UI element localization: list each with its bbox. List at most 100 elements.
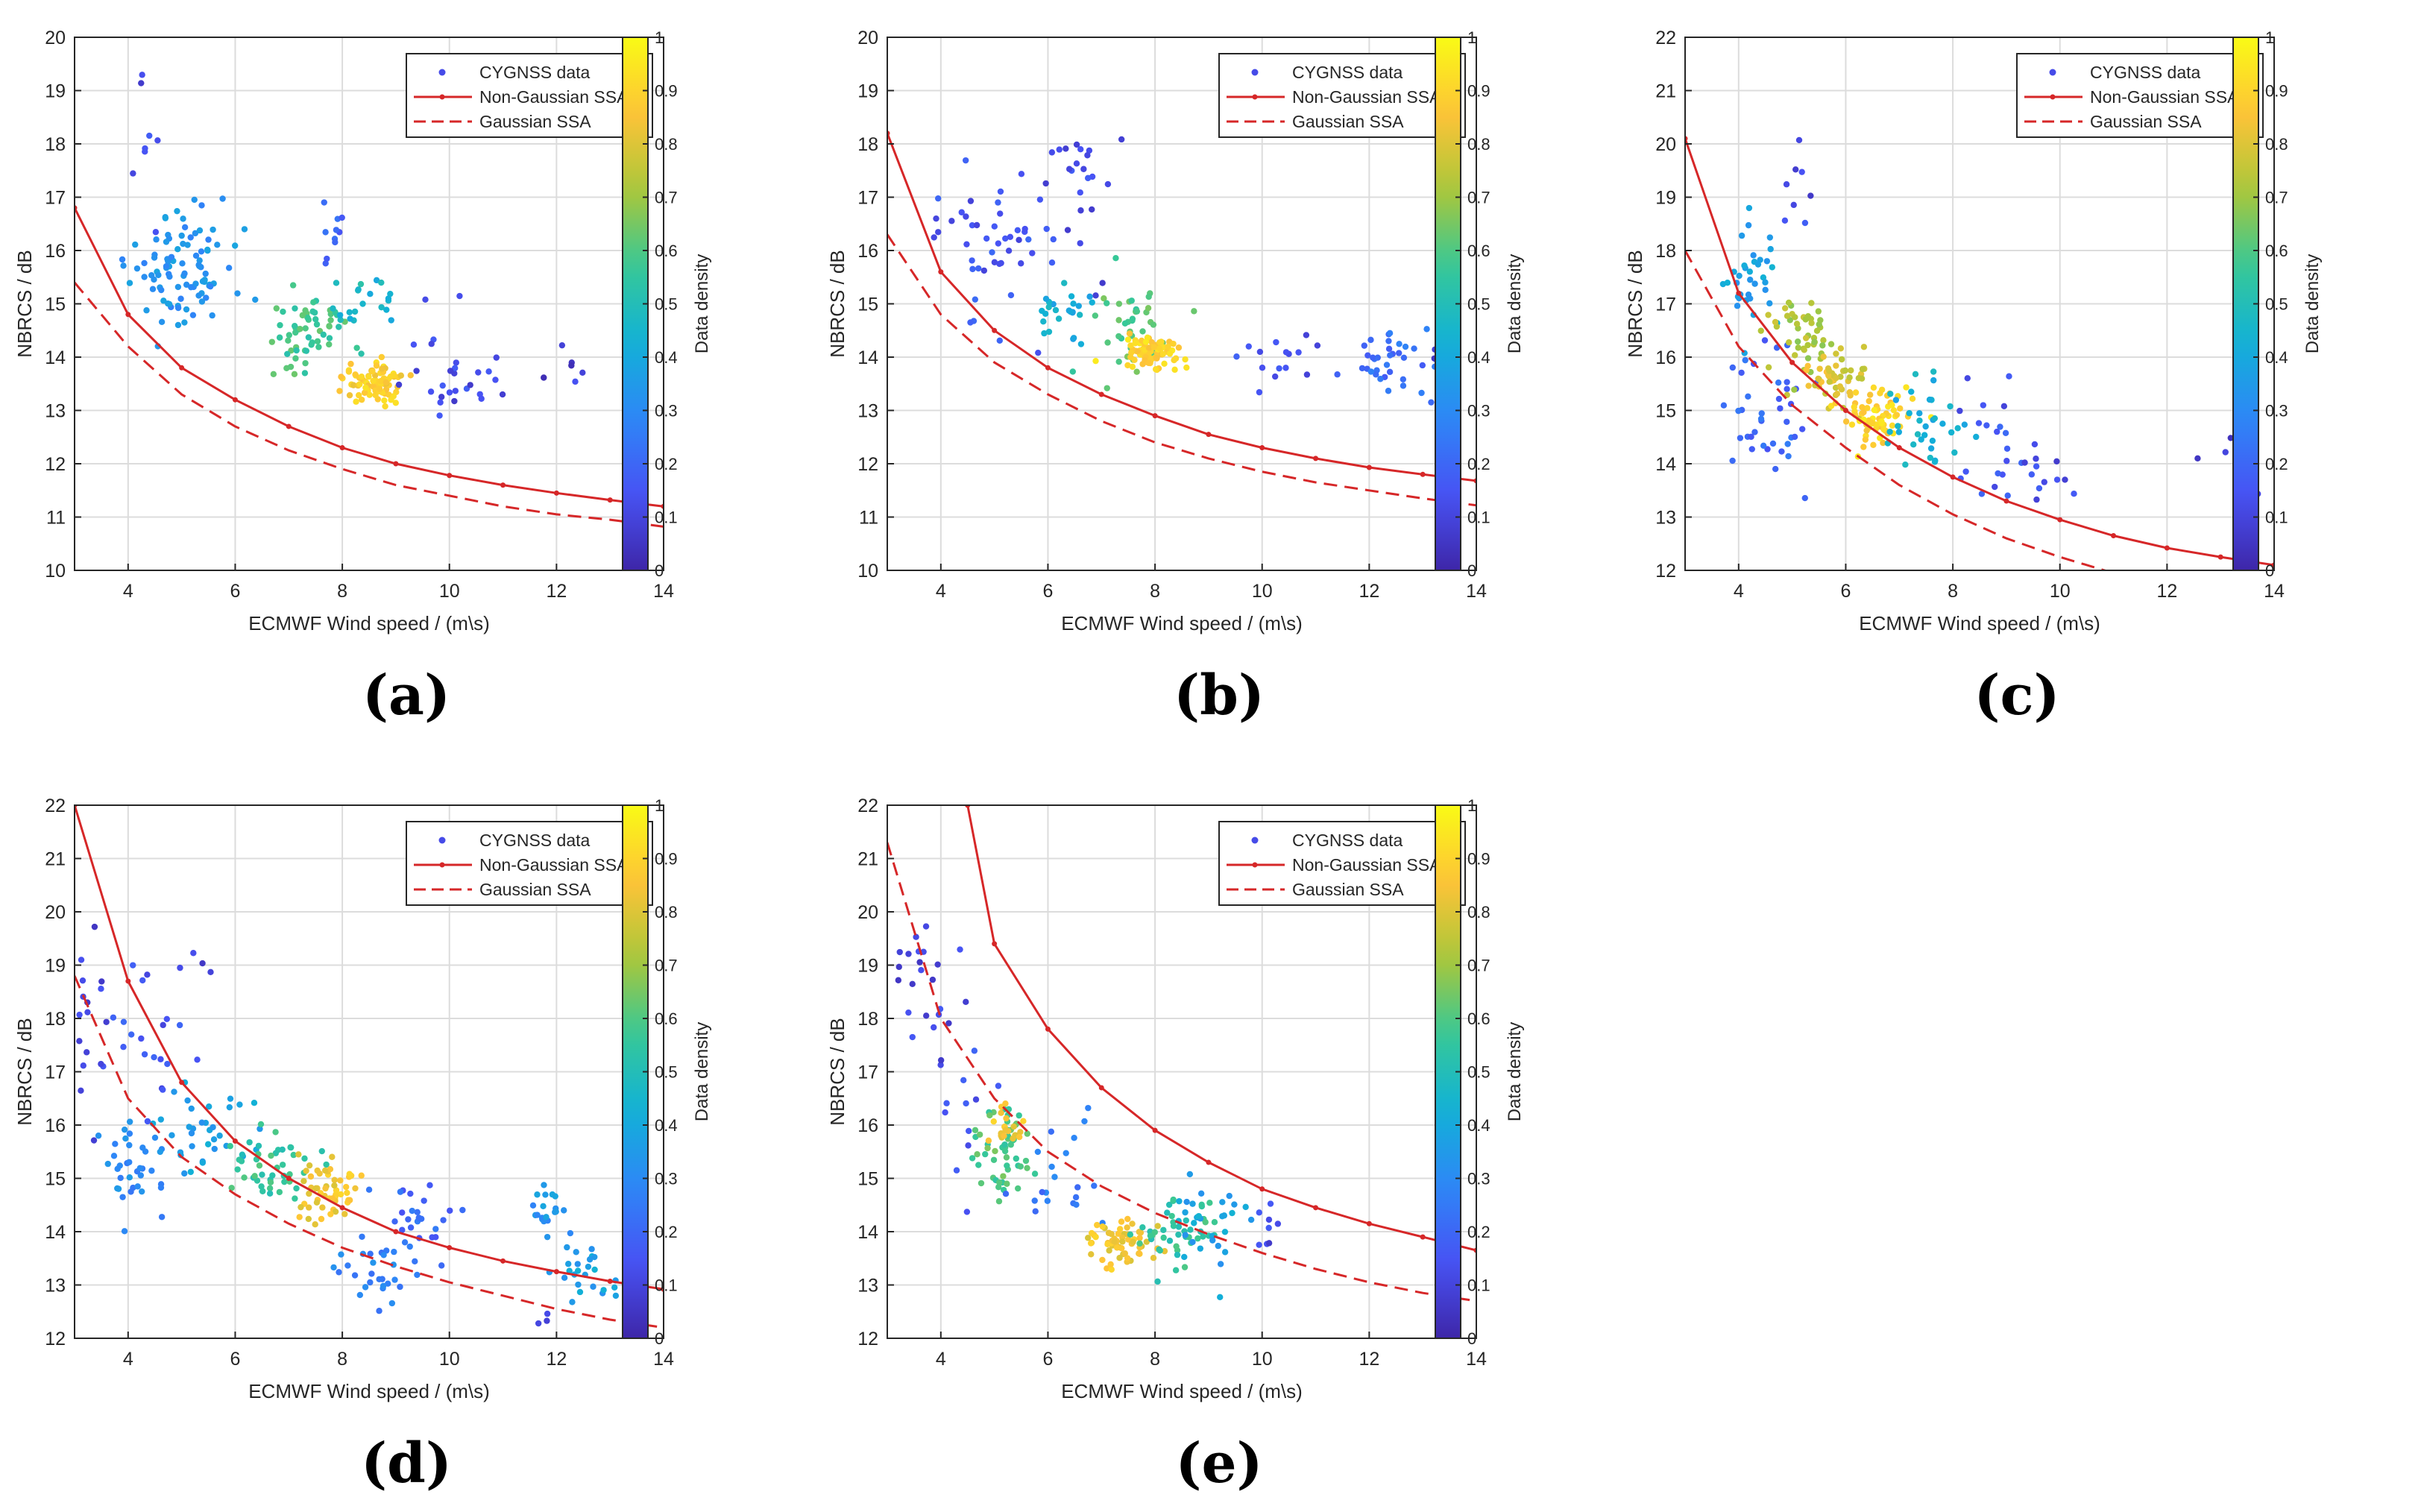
- data-point: [1794, 338, 1801, 345]
- data-point: [390, 393, 397, 400]
- data-point: [1893, 412, 1901, 418]
- data-point: [1385, 388, 1392, 394]
- data-point: [2036, 485, 2043, 492]
- data-point: [1909, 395, 1916, 403]
- data-point: [1007, 1141, 1015, 1148]
- y-tick-label: 19: [45, 81, 66, 102]
- data-point: [1819, 342, 1826, 349]
- gaussian-ssa-line: [887, 233, 1476, 507]
- data-point: [1383, 362, 1391, 368]
- data-point: [362, 384, 369, 391]
- colorbar-tick-label: 0.5: [655, 295, 678, 314]
- data-point: [236, 1101, 243, 1108]
- data-point: [1104, 1265, 1110, 1272]
- colorbar-tick-label: 0: [655, 1329, 664, 1348]
- x-tick-label: 14: [653, 1349, 674, 1370]
- data-point: [1139, 328, 1146, 335]
- data-point: [401, 1239, 409, 1246]
- x-tick-label: 6: [1043, 1349, 1054, 1370]
- data-point: [1769, 440, 1777, 447]
- data-point: [380, 1282, 387, 1290]
- panel-label-e: (e): [1175, 1431, 1263, 1496]
- data-point: [1848, 367, 1854, 374]
- data-point: [1785, 299, 1792, 306]
- data-point: [1760, 442, 1767, 450]
- data-point: [2062, 476, 2068, 483]
- model-marker: [2164, 545, 2170, 551]
- data-point: [231, 242, 239, 249]
- data-point: [905, 951, 912, 957]
- data-point: [258, 1183, 265, 1190]
- data-point: [1863, 427, 1870, 434]
- data-point: [493, 354, 500, 361]
- data-point: [1063, 1150, 1069, 1156]
- data-point: [1804, 362, 1811, 370]
- data-point: [995, 1083, 1002, 1089]
- data-point: [272, 1150, 280, 1156]
- data-point: [174, 304, 182, 312]
- data-point: [370, 377, 377, 385]
- data-point: [121, 1228, 128, 1235]
- model-marker: [232, 1138, 238, 1144]
- data-point: [2031, 441, 2039, 448]
- data-point: [266, 1185, 274, 1192]
- data-point: [991, 223, 998, 230]
- data-point: [376, 1276, 383, 1282]
- scatter-points: [75, 845, 620, 1327]
- y-tick-label: 15: [1655, 401, 1676, 422]
- data-point: [1862, 436, 1869, 443]
- x-tick-label: 10: [439, 1349, 460, 1370]
- data-point: [219, 195, 226, 202]
- data-point: [141, 259, 148, 267]
- y-tick-label: 17: [857, 188, 878, 209]
- data-point: [973, 221, 980, 229]
- data-point: [1084, 1235, 1092, 1241]
- legend-marker-cygnss: [1251, 69, 1259, 76]
- y-tick-label: 17: [45, 1062, 66, 1083]
- data-point: [359, 300, 366, 307]
- data-point: [365, 374, 372, 380]
- x-axis-label: ECMWF Wind speed / (m\s): [248, 612, 490, 634]
- data-point: [1128, 297, 1135, 304]
- data-point: [499, 391, 506, 398]
- data-point: [1175, 344, 1183, 351]
- data-point: [216, 1133, 223, 1139]
- data-point: [1738, 232, 1745, 239]
- data-point: [151, 1053, 157, 1061]
- legend-box: [406, 821, 653, 906]
- data-point: [391, 1218, 398, 1225]
- data-point: [1997, 423, 2003, 430]
- data-point: [1791, 386, 1798, 393]
- data-point: [204, 246, 211, 253]
- x-tick-label: 10: [1252, 581, 1273, 602]
- data-point: [133, 265, 141, 272]
- model-marker: [2111, 533, 2117, 539]
- data-point: [399, 1209, 406, 1216]
- colorbar-tick-label: 0.5: [2265, 295, 2288, 314]
- data-point: [1954, 425, 1961, 432]
- model-marker: [179, 1080, 185, 1086]
- data-point: [120, 1044, 127, 1050]
- data-point: [918, 967, 925, 974]
- data-point: [1182, 1232, 1189, 1238]
- data-point: [1961, 421, 1968, 428]
- colorbar-tick-label: 0.2: [1467, 455, 1490, 473]
- data-point: [1992, 483, 1998, 491]
- data-point: [945, 1020, 952, 1027]
- data-point: [1801, 219, 1809, 227]
- x-axis-label: ECMWF Wind speed / (m\s): [1859, 612, 2100, 634]
- data-point: [1804, 313, 1812, 320]
- data-point: [303, 347, 310, 354]
- x-tick-label: 14: [1466, 1349, 1487, 1370]
- colorbar-tick-label: 0.9: [2265, 82, 2288, 101]
- data-point: [126, 1118, 133, 1125]
- data-point: [962, 157, 969, 164]
- panel-label-b: (b): [1174, 664, 1265, 728]
- data-point: [139, 1144, 146, 1151]
- data-point: [198, 202, 205, 209]
- data-point: [1215, 1242, 1221, 1250]
- data-point: [1099, 1223, 1106, 1230]
- data-point: [188, 1130, 195, 1137]
- data-point: [285, 337, 292, 344]
- data-point: [367, 290, 374, 297]
